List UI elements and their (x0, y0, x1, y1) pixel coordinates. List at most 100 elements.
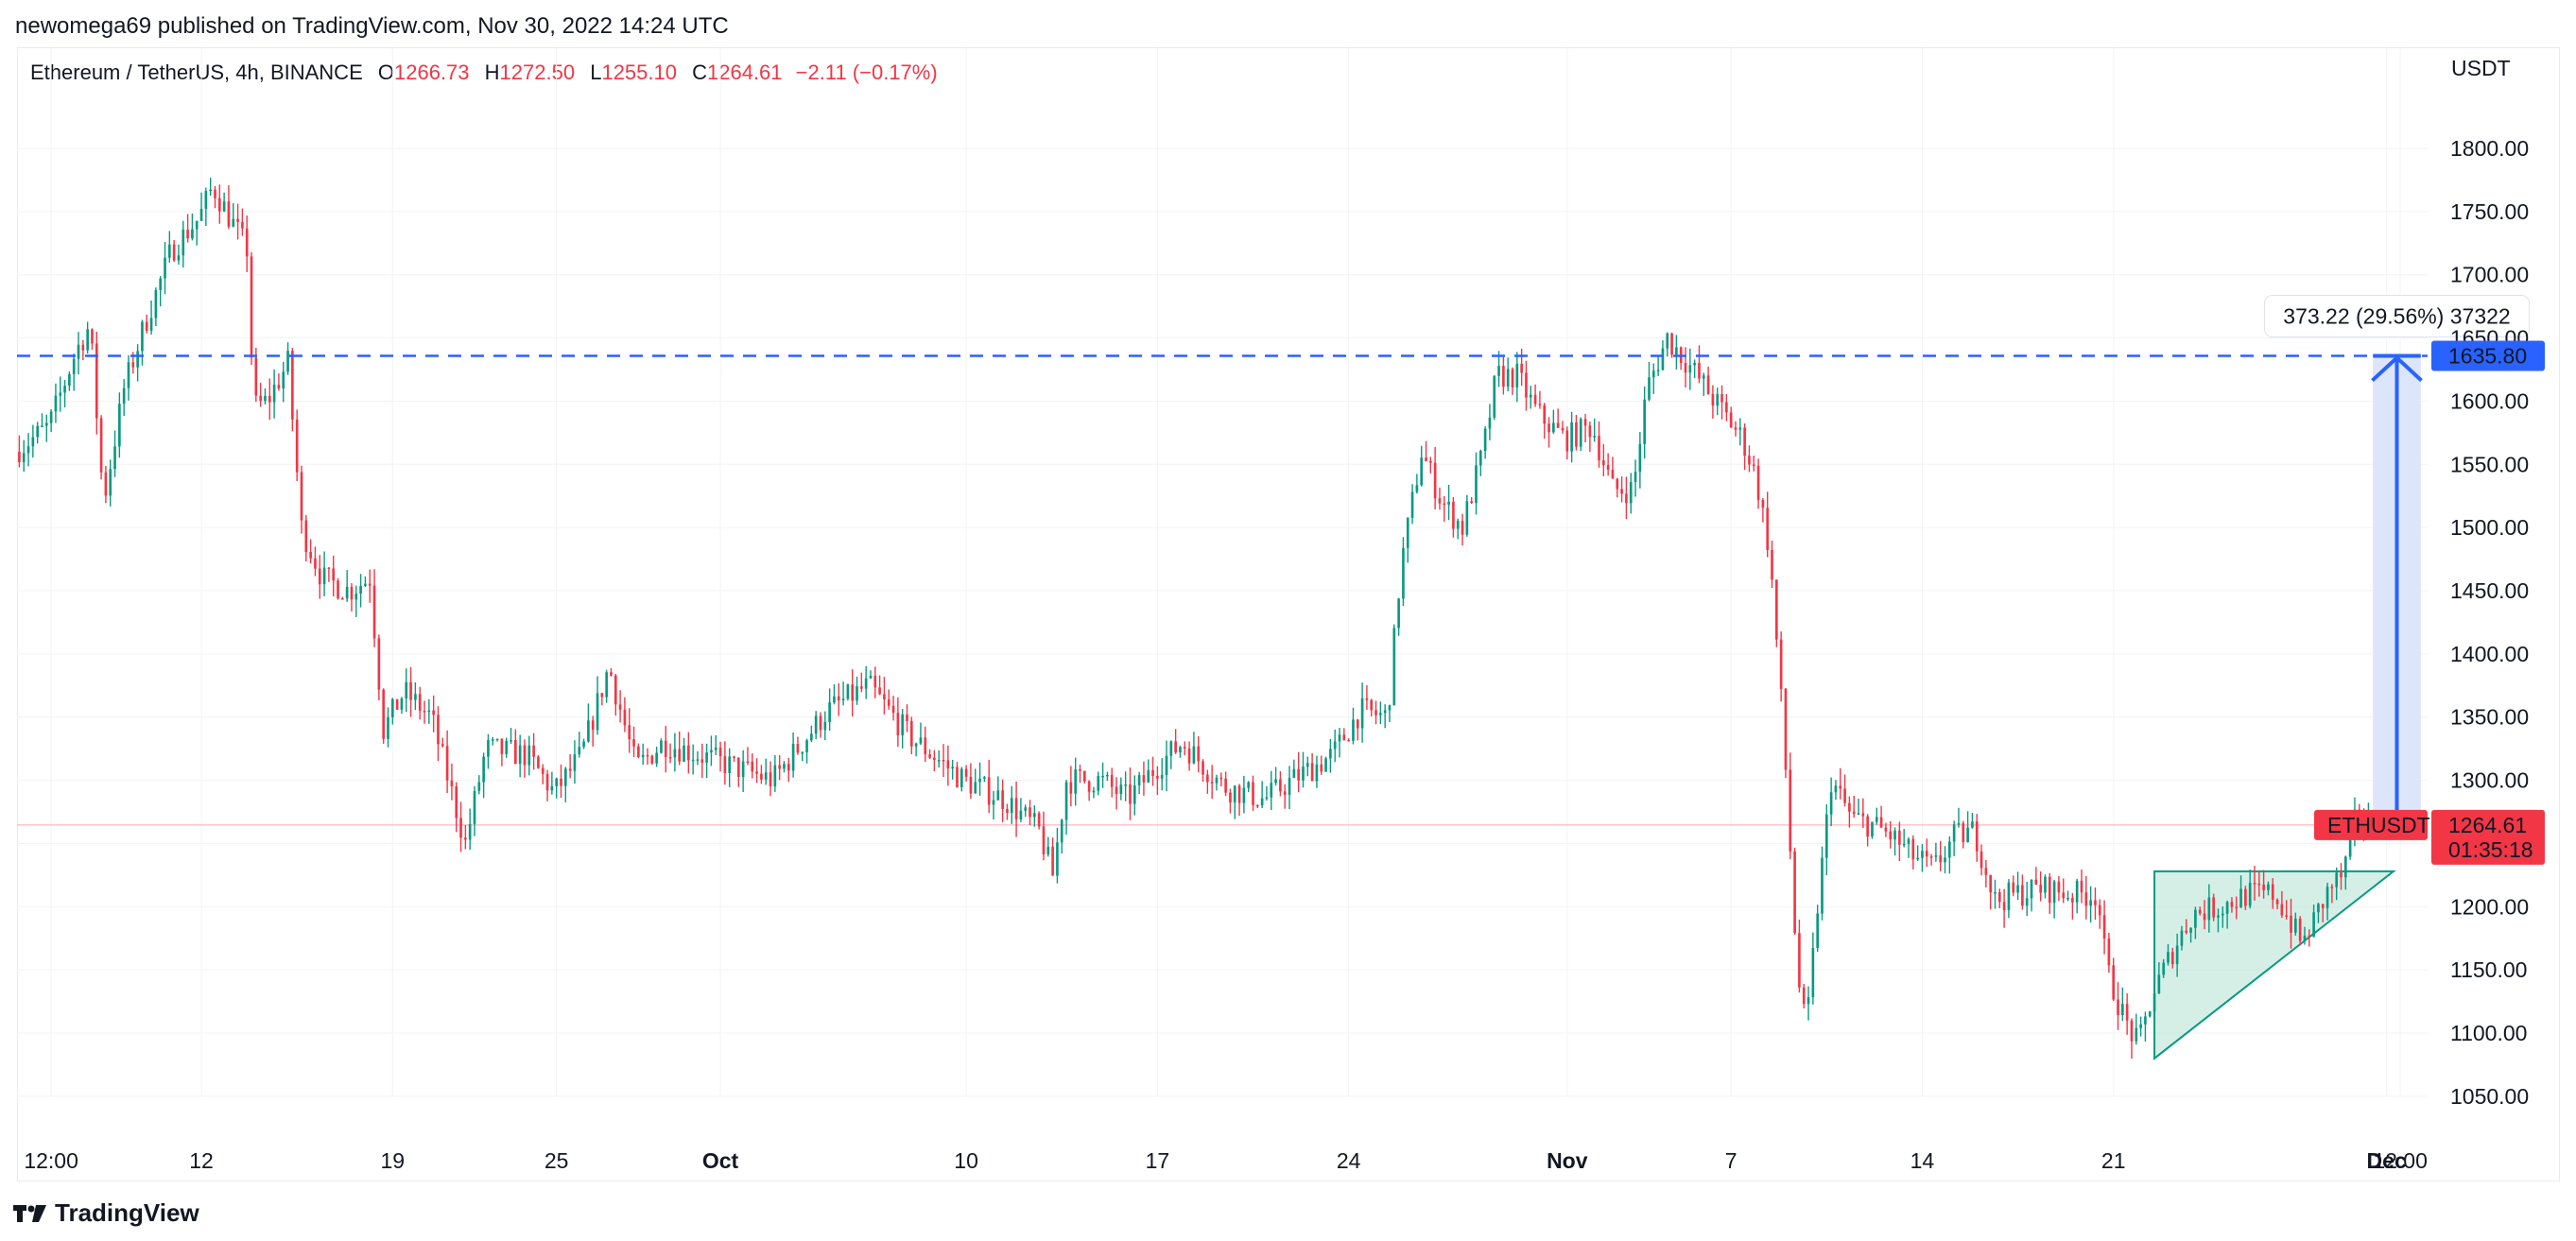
candle-body (1802, 987, 1806, 1005)
candle-body (487, 740, 490, 757)
candle-body (2348, 830, 2352, 857)
candle-body (91, 329, 94, 344)
candle-body (482, 756, 485, 783)
candle-body (86, 329, 89, 351)
candle-body (769, 772, 772, 786)
candle-body (733, 756, 735, 758)
candle-body (2002, 902, 2006, 910)
drawings-back[interactable] (17, 355, 2428, 1060)
candle-body (1656, 370, 1660, 371)
candle-body (159, 278, 163, 290)
candle-body (1588, 425, 1592, 438)
candle-body (869, 675, 873, 679)
symbol-title[interactable]: Ethereum / TetherUS, 4h, BINANCE (30, 60, 363, 84)
candle-body (833, 696, 836, 703)
candle-body (518, 745, 522, 765)
candle-body (1192, 746, 1196, 764)
candle-body (537, 756, 540, 768)
candle-body (736, 757, 740, 778)
candle-body (1875, 817, 1878, 822)
candle-body (1871, 821, 1874, 837)
candle-body (2225, 902, 2229, 914)
candle-body (514, 740, 517, 765)
chart-frame[interactable] (17, 47, 2560, 1181)
candle-body (828, 702, 831, 722)
candle-body (1397, 598, 1400, 629)
candle-body (1224, 778, 1227, 793)
y-tick-label: 1350.00 (2450, 705, 2529, 730)
candle-body (1720, 394, 1723, 403)
close-label: C (692, 60, 707, 84)
candle-body (1511, 369, 1514, 388)
candle-body (760, 773, 763, 780)
candle-body (414, 694, 417, 700)
candle-body (1310, 763, 1314, 782)
candle-body (1137, 775, 1141, 786)
candle-body (1593, 436, 1597, 438)
candle-body (605, 672, 608, 698)
candle-body (2303, 935, 2307, 941)
bar-countdown: 01:35:18 (2448, 837, 2533, 862)
candle-body (437, 715, 440, 745)
candle-body (2185, 930, 2188, 933)
candle-body (582, 741, 585, 748)
candle-body (2180, 930, 2184, 946)
candle-body (345, 586, 349, 599)
candle-body (2030, 879, 2033, 899)
candle-body (41, 425, 43, 427)
candle-body (2052, 881, 2056, 904)
candle-body (109, 469, 112, 496)
candle-body (1452, 501, 1455, 529)
y-tick-label: 1750.00 (2450, 199, 2529, 224)
candle-body (1456, 521, 1460, 529)
candle-body (455, 785, 458, 819)
candle-body (1944, 857, 1946, 863)
candle-body (2312, 912, 2315, 938)
candle-body (1233, 785, 1236, 802)
candle-body (2112, 965, 2116, 1000)
candle-body (837, 696, 840, 700)
candle-body (1661, 348, 1665, 371)
candle-body (887, 699, 890, 706)
drawings-front[interactable]: 373.22 (29.56%) 37322 (17, 295, 2530, 827)
y-tick-label: 1050.00 (2450, 1084, 2529, 1109)
candle-body (1465, 501, 1469, 535)
candle-body (787, 764, 790, 771)
candle-body (878, 687, 881, 695)
candle-body (655, 752, 658, 764)
candle-body (1907, 838, 1910, 844)
candle-body (1565, 430, 1569, 452)
candle-body (723, 756, 727, 773)
candle-body (1087, 781, 1091, 792)
tradingview-logo-icon (13, 1204, 46, 1222)
candle-body (222, 201, 226, 212)
candle-body (1980, 851, 1983, 869)
candle-body (477, 782, 481, 791)
candle-body (368, 583, 372, 586)
candle-body (600, 693, 604, 698)
candle-body (1488, 417, 1492, 429)
candle-body (254, 357, 258, 396)
candle-body (44, 422, 48, 426)
candle-body (1470, 501, 1473, 504)
candle-body (1347, 740, 1350, 742)
footer-brand[interactable]: TradingView (13, 1198, 199, 1228)
candle-body (1824, 814, 1828, 858)
candle-body (1948, 841, 1951, 858)
candle-body (1033, 813, 1036, 818)
candle-body (450, 780, 454, 786)
candle-body (1756, 465, 1760, 501)
price-axis[interactable]: 1800.001750.001700.001650.001600.001550.… (2314, 56, 2545, 1109)
candle-body (177, 255, 181, 261)
candle-body (405, 681, 408, 698)
candle-body (2016, 885, 2019, 893)
candle-body (1156, 775, 1159, 779)
candle-body (1729, 412, 1733, 428)
candle-body (928, 754, 931, 758)
candle-body (149, 318, 153, 331)
candle-body (1288, 778, 1291, 795)
y-tick-label: 1600.00 (2450, 388, 2529, 413)
candle-body (1493, 375, 1496, 418)
